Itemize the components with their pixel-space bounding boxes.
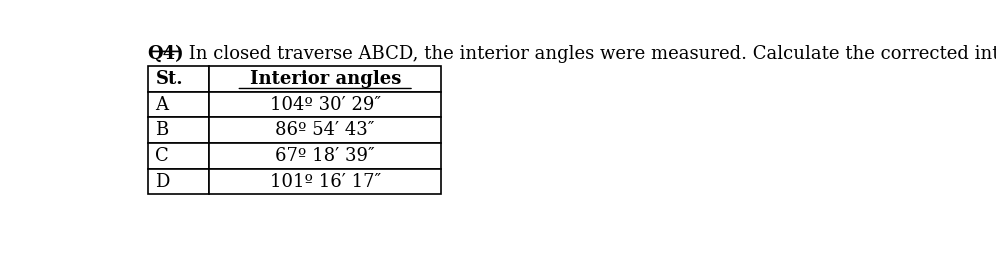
Bar [147, 143, 209, 169]
Text: D: D [155, 173, 169, 190]
Bar [147, 92, 209, 118]
Bar [147, 66, 209, 92]
Text: 86º 54′ 43″: 86º 54′ 43″ [276, 121, 374, 139]
Text: 104º 30′ 29″: 104º 30′ 29″ [270, 96, 380, 114]
Text: In closed traverse ABCD, the interior angles were measured. Calculate the correc: In closed traverse ABCD, the interior an… [183, 45, 996, 62]
Text: C: C [155, 147, 169, 165]
Text: Interior angles: Interior angles [250, 70, 400, 88]
Bar [209, 143, 441, 169]
Text: St.: St. [155, 70, 183, 88]
Bar [209, 92, 441, 118]
Text: B: B [155, 121, 168, 139]
Text: 67º 18′ 39″: 67º 18′ 39″ [275, 147, 375, 165]
Bar [209, 118, 441, 143]
Text: Q4): Q4) [147, 45, 184, 62]
Bar [147, 118, 209, 143]
Bar [209, 66, 441, 92]
Bar [147, 169, 209, 194]
Bar [209, 169, 441, 194]
Text: 101º 16′ 17″: 101º 16′ 17″ [270, 173, 380, 190]
Text: A: A [155, 96, 168, 114]
